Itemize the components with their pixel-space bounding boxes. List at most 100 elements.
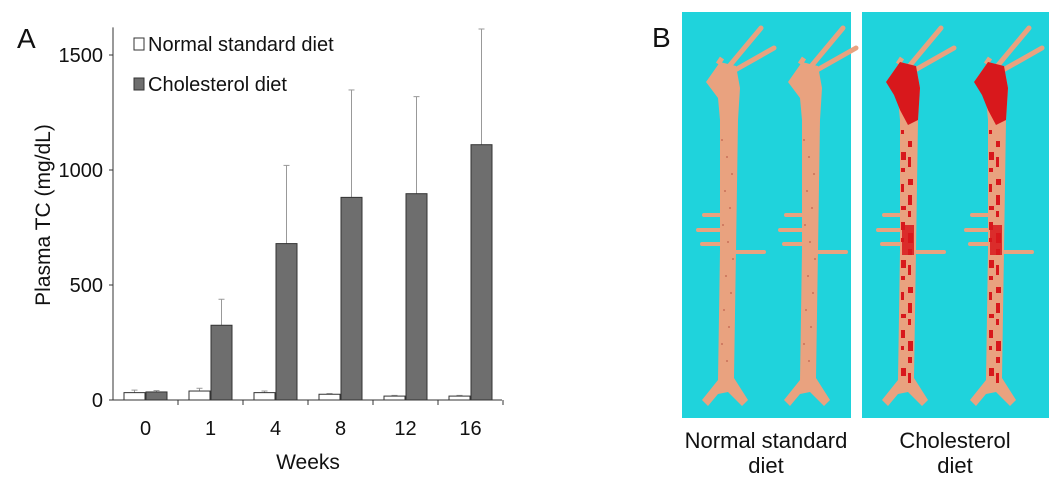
tissue-speck [725, 275, 727, 277]
lipid-stain [996, 179, 1001, 185]
tissue-speck [809, 241, 811, 243]
legend-label: Cholesterol diet [148, 74, 287, 96]
caption-cholesterol: Cholesterol diet [855, 428, 1055, 478]
lipid-stain [996, 341, 1001, 351]
tissue-speck [721, 139, 723, 141]
vessel-branch [715, 56, 725, 66]
lipid-stain [901, 346, 904, 350]
aorta [882, 62, 928, 406]
legend-label: Normal standard diet [148, 34, 334, 56]
lipid-stain [908, 141, 912, 147]
lipid-stain [996, 141, 1000, 147]
lipid-stain [989, 130, 992, 134]
lipid-stain [901, 330, 905, 338]
x-axis-label: Weeks [276, 451, 340, 474]
lipid-stain [908, 233, 913, 243]
tissue-speck [811, 207, 813, 209]
caption-normal-line2: diet [748, 453, 784, 478]
caption-normal-line1: Normal standard [684, 428, 848, 453]
bar-cholesterol-week-4 [275, 243, 298, 401]
vessel-branch [725, 45, 777, 77]
y-tick-label: 0 [92, 390, 103, 412]
caption-cholesterol-line2: diet [937, 453, 973, 478]
tissue-speck [805, 309, 807, 311]
lipid-stain [901, 368, 906, 376]
y-tick-label: 1000 [59, 160, 104, 182]
lipid-stain [901, 206, 906, 210]
lipid-stain [989, 314, 994, 318]
lipid-stain [989, 206, 994, 210]
lipid-stain [989, 238, 992, 242]
vessel-branch [905, 45, 957, 77]
lipid-stain [908, 265, 911, 275]
x-tick-label: 1 [205, 418, 216, 440]
bar-cholesterol-week-1 [210, 324, 233, 401]
lipid-stain [901, 152, 906, 160]
lipid-stain [990, 225, 1002, 255]
vessel-branch [991, 25, 1032, 73]
vessel-branch [983, 56, 993, 66]
lipid-stain [901, 292, 904, 300]
bar-normal-week-16 [448, 395, 471, 401]
lipid-stain [996, 265, 999, 275]
photo-normal [682, 12, 859, 418]
lipid-stain [901, 184, 904, 192]
lipid-stain [996, 195, 1000, 205]
lipid-stain [908, 303, 912, 313]
bar-cholesterol-week-16 [470, 144, 493, 401]
tissue-speck [812, 292, 814, 294]
lipid-stain [996, 249, 1000, 255]
bar-normal-week-0 [123, 392, 146, 401]
lipid-stain [908, 287, 913, 293]
tissue-speck [803, 343, 805, 345]
panel-a-label: A [17, 23, 36, 54]
tissue-speck [803, 139, 805, 141]
x-tick-label: 12 [394, 418, 416, 440]
lipid-stain [908, 357, 912, 363]
bar-cholesterol-week-8 [340, 196, 363, 401]
bar-normal-week-12 [383, 395, 406, 401]
tissue-speck [729, 207, 731, 209]
bar-normal-week-1 [188, 390, 211, 401]
legend-swatch [133, 77, 145, 91]
lipid-stain [989, 168, 993, 172]
lipid-stain [901, 238, 904, 242]
tissue-speck [813, 173, 815, 175]
lipid-stain [996, 303, 1000, 313]
lipid-stain [989, 292, 992, 300]
legend-swatch [133, 37, 145, 51]
lipid-stain [989, 330, 993, 338]
tissue-speck [721, 343, 723, 345]
bar-normal-week-4 [253, 392, 276, 401]
lipid-stain [908, 195, 912, 205]
photo-background [862, 12, 1049, 418]
lipid-stain [996, 287, 1001, 293]
x-tick-label: 8 [335, 418, 346, 440]
tissue-speck [722, 224, 724, 226]
tissue-speck [731, 173, 733, 175]
lipid-stain [996, 357, 1000, 363]
tissue-speck [726, 156, 728, 158]
lipid-stain [908, 319, 911, 325]
lipid-stain [996, 233, 1001, 243]
x-tick-label: 16 [459, 418, 481, 440]
bar-normal-week-8 [318, 393, 341, 401]
tissue-speck [726, 360, 728, 362]
panel-b-label: B [652, 22, 671, 53]
vessel-branch [895, 56, 905, 66]
lipid-stain [974, 62, 1008, 125]
aorta [970, 62, 1016, 406]
tissue-speck [810, 326, 812, 328]
vessel-branch [807, 45, 859, 77]
photo-background [682, 12, 851, 418]
lipid-stain [989, 276, 993, 280]
lipid-stain [989, 346, 992, 350]
lipid-stain [901, 276, 905, 280]
lipid-stain [901, 314, 906, 318]
aorta [702, 62, 748, 406]
tissue-speck [808, 360, 810, 362]
tissue-speck [728, 326, 730, 328]
aorta [784, 62, 830, 406]
lipid-stain [996, 157, 999, 167]
tissue-speck [814, 258, 816, 260]
